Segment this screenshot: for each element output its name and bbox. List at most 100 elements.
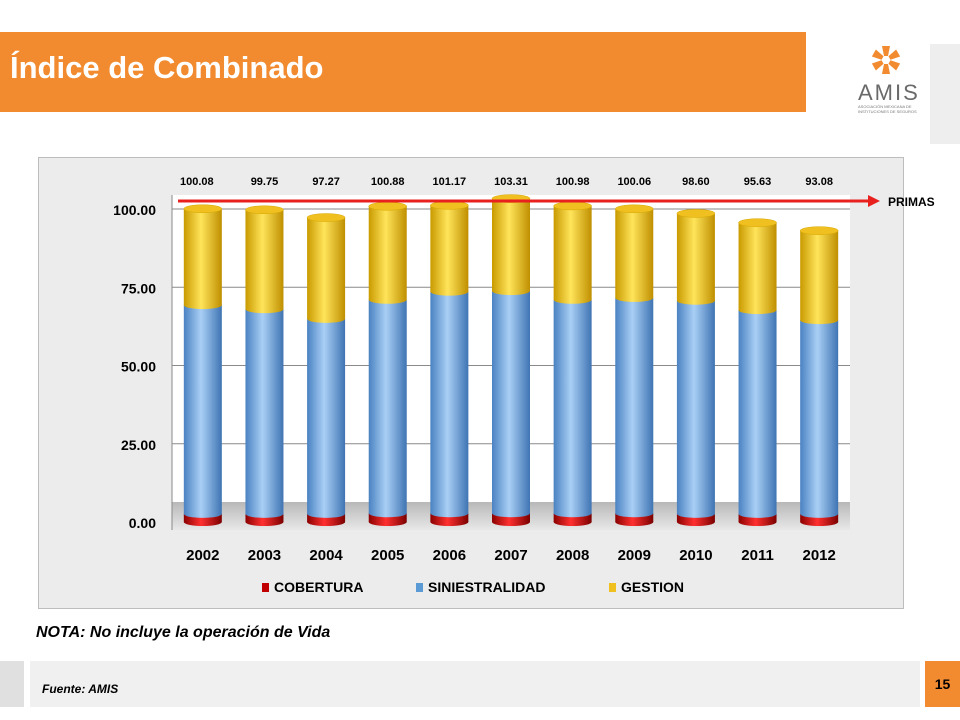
bar-siniestralidad-2007 [492, 291, 530, 514]
x-tick-label: 2007 [494, 547, 527, 564]
y-tick-label: 0.00 [129, 515, 156, 531]
bar-bottom-cap [676, 518, 715, 526]
x-tick-label: 2010 [679, 547, 712, 564]
right-decor-strip [930, 44, 960, 144]
total-label: 100.88 [371, 176, 405, 188]
bar-bottom-cap [368, 295, 407, 304]
bar-top-cap-2011 [738, 218, 777, 227]
x-tick-label: 2002 [186, 547, 219, 564]
amis-logo-icon [871, 46, 901, 74]
bar-cobertura-2009 [615, 513, 654, 522]
bar-bottom-cap [307, 314, 346, 323]
y-tick-label: 75.00 [121, 280, 156, 296]
bar-bottom-cap [245, 509, 284, 518]
total-label: 98.60 [682, 176, 710, 188]
bar-gestion-2005 [368, 206, 407, 300]
bar-bottom-cap [492, 518, 530, 526]
y-tick-label: 100.00 [113, 202, 156, 218]
bar-gestion-2004 [307, 217, 346, 319]
bar-bottom-cap [615, 509, 654, 518]
bar-gestion-2007 [492, 198, 530, 292]
x-tick-label: 2009 [618, 547, 651, 564]
x-tick-label: 2003 [248, 547, 281, 564]
total-label: 101.17 [433, 176, 467, 188]
x-tick-label: 2004 [309, 547, 343, 564]
bar-bottom-cap [368, 509, 407, 518]
bar-cobertura-2011 [738, 513, 777, 522]
bar-top-cap-2004 [306, 213, 346, 222]
legend-label-cobertura: COBERTURA [274, 579, 363, 595]
bar-siniestralidad-2004 [307, 318, 346, 514]
y-tick-label: 50.00 [121, 359, 156, 375]
bar-bottom-cap [800, 518, 839, 526]
bar-bottom-cap [307, 518, 346, 526]
bar-siniestralidad-2003 [245, 309, 284, 514]
bar-bottom-cap [183, 509, 222, 518]
source-text: Fuente: AMIS [42, 682, 119, 696]
bar-gestion-2002 [183, 208, 222, 306]
bar-gestion-2011 [738, 222, 777, 311]
bar-gestion-2009 [615, 208, 654, 298]
primas-label: PRIMAS [888, 195, 935, 209]
bar-bottom-cap [738, 306, 777, 315]
footer-bar [30, 661, 920, 707]
legend-label-gestion: GESTION [621, 579, 684, 595]
y-tick-label: 25.00 [121, 437, 156, 453]
logo-subtitle: ASOCIACIÓN MEXICANA DE INSTITUCIONES DE … [858, 104, 917, 114]
bar-bottom-cap [615, 518, 654, 526]
bar-cobertura-2010 [676, 513, 715, 522]
bar-top-cap-2012 [799, 226, 839, 235]
bar-bottom-cap [738, 518, 777, 526]
total-label: 100.98 [556, 176, 590, 188]
bar-top-cap-2005 [368, 201, 407, 211]
x-tick-label: 2008 [556, 547, 589, 564]
bar-bottom-cap [492, 287, 530, 296]
bar-gestion-2012 [800, 230, 839, 321]
bar-top-cap-2003 [245, 205, 284, 215]
bar-bottom-cap [800, 509, 839, 518]
bar-top-cap-2006 [430, 201, 469, 210]
bar-top-cap-2002 [183, 204, 223, 213]
x-tick-label: 2005 [371, 547, 404, 564]
bar-bottom-cap [430, 287, 469, 296]
bar-bottom-cap [183, 301, 222, 310]
legend-swatch-cobertura [262, 583, 269, 592]
total-label: 93.08 [805, 176, 833, 188]
total-label: 100.08 [180, 176, 214, 188]
bar-gestion-2006 [430, 205, 469, 292]
bar-siniestralidad-2005 [368, 299, 407, 514]
page-title: Índice de Combinado [10, 50, 324, 85]
bar-bottom-cap [553, 509, 592, 518]
legend-swatch-siniestralidad [416, 583, 423, 592]
x-tick-label: 2011 [741, 547, 774, 564]
bar-top-cap-2010 [676, 209, 716, 218]
bar-gestion-2003 [245, 209, 284, 310]
bar-siniestralidad-2009 [615, 297, 654, 514]
page-number-box [925, 661, 960, 707]
x-tick-label: 2012 [802, 547, 835, 564]
legend-swatch-gestion [609, 583, 616, 592]
bar-bottom-cap [676, 296, 715, 305]
bar-bottom-cap [800, 316, 839, 325]
bar-cobertura-2004 [307, 513, 346, 522]
logo-name: AMIS [858, 80, 920, 105]
bar-gestion-2008 [553, 205, 592, 300]
bar-bottom-cap [183, 518, 222, 526]
bar-cobertura-2005 [368, 513, 407, 522]
bar-bottom-cap [676, 509, 715, 518]
bar-bottom-cap [245, 305, 284, 314]
bar-bottom-cap [492, 509, 530, 518]
total-label: 103.31 [494, 176, 528, 188]
bar-siniestralidad-2006 [430, 291, 469, 514]
bar-bottom-cap [430, 518, 469, 526]
bar-top-cap-2008 [553, 201, 592, 211]
footer-left-block [0, 661, 24, 707]
x-tick-label: 2006 [433, 547, 466, 564]
note-text: NOTA: No incluye la operación de Vida [36, 624, 331, 641]
bar-bottom-cap [553, 295, 592, 304]
total-label: 99.75 [251, 176, 279, 188]
bar-cobertura-2006 [430, 513, 469, 522]
total-label: 100.06 [617, 176, 651, 188]
bar-bottom-cap [245, 518, 284, 526]
